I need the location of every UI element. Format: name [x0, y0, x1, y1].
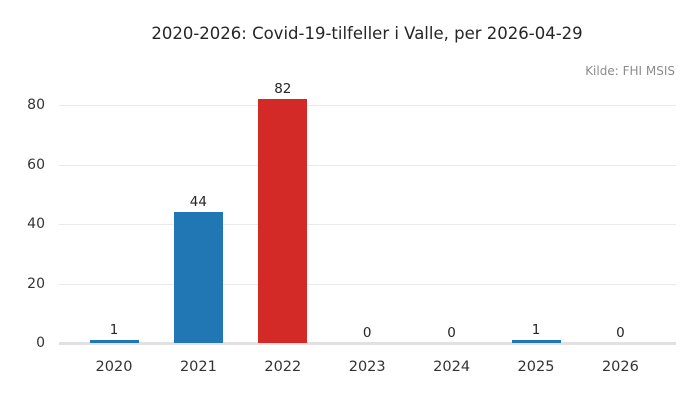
x-tick-label-2022: 2022 [264, 359, 302, 375]
source-annotation: Kilde: FHI MSIS [585, 64, 675, 78]
y-tick-label-60: 60 [27, 156, 45, 173]
y-tick-label-0: 0 [36, 335, 45, 351]
bar-2025 [511, 340, 561, 343]
value-label-2026: 0 [616, 325, 625, 341]
gridline-80 [59, 105, 676, 106]
x-axis-line [59, 342, 676, 345]
bar-2020 [89, 340, 139, 343]
x-tick-label-2020: 2020 [95, 359, 133, 375]
x-tick-label-2023: 2023 [348, 359, 386, 375]
value-label-2024: 0 [447, 325, 456, 341]
value-label-2023: 0 [362, 325, 372, 341]
bar-2021 [173, 212, 223, 343]
value-label-2020: 1 [109, 322, 119, 338]
value-label-2021: 44 [189, 194, 207, 210]
gridline-60 [59, 164, 676, 166]
x-tick-label-2021: 2021 [179, 359, 217, 375]
gridline-40 [59, 224, 676, 225]
gridline-20 [59, 283, 676, 285]
chart-title: 2020-2026: Covid-19-tilfeller i Valle, p… [151, 24, 583, 43]
x-tick-label-2026: 2026 [601, 359, 639, 375]
y-tick-label-40: 40 [27, 216, 45, 232]
value-label-2022: 82 [274, 81, 292, 97]
x-tick-label-2024: 2024 [433, 359, 471, 375]
x-tick-label-2025: 2025 [517, 359, 555, 375]
bar-2022 [258, 99, 308, 343]
value-label-2025: 1 [531, 322, 541, 338]
y-tick-label-20: 20 [27, 275, 45, 292]
y-tick-label-80: 80 [27, 97, 45, 113]
